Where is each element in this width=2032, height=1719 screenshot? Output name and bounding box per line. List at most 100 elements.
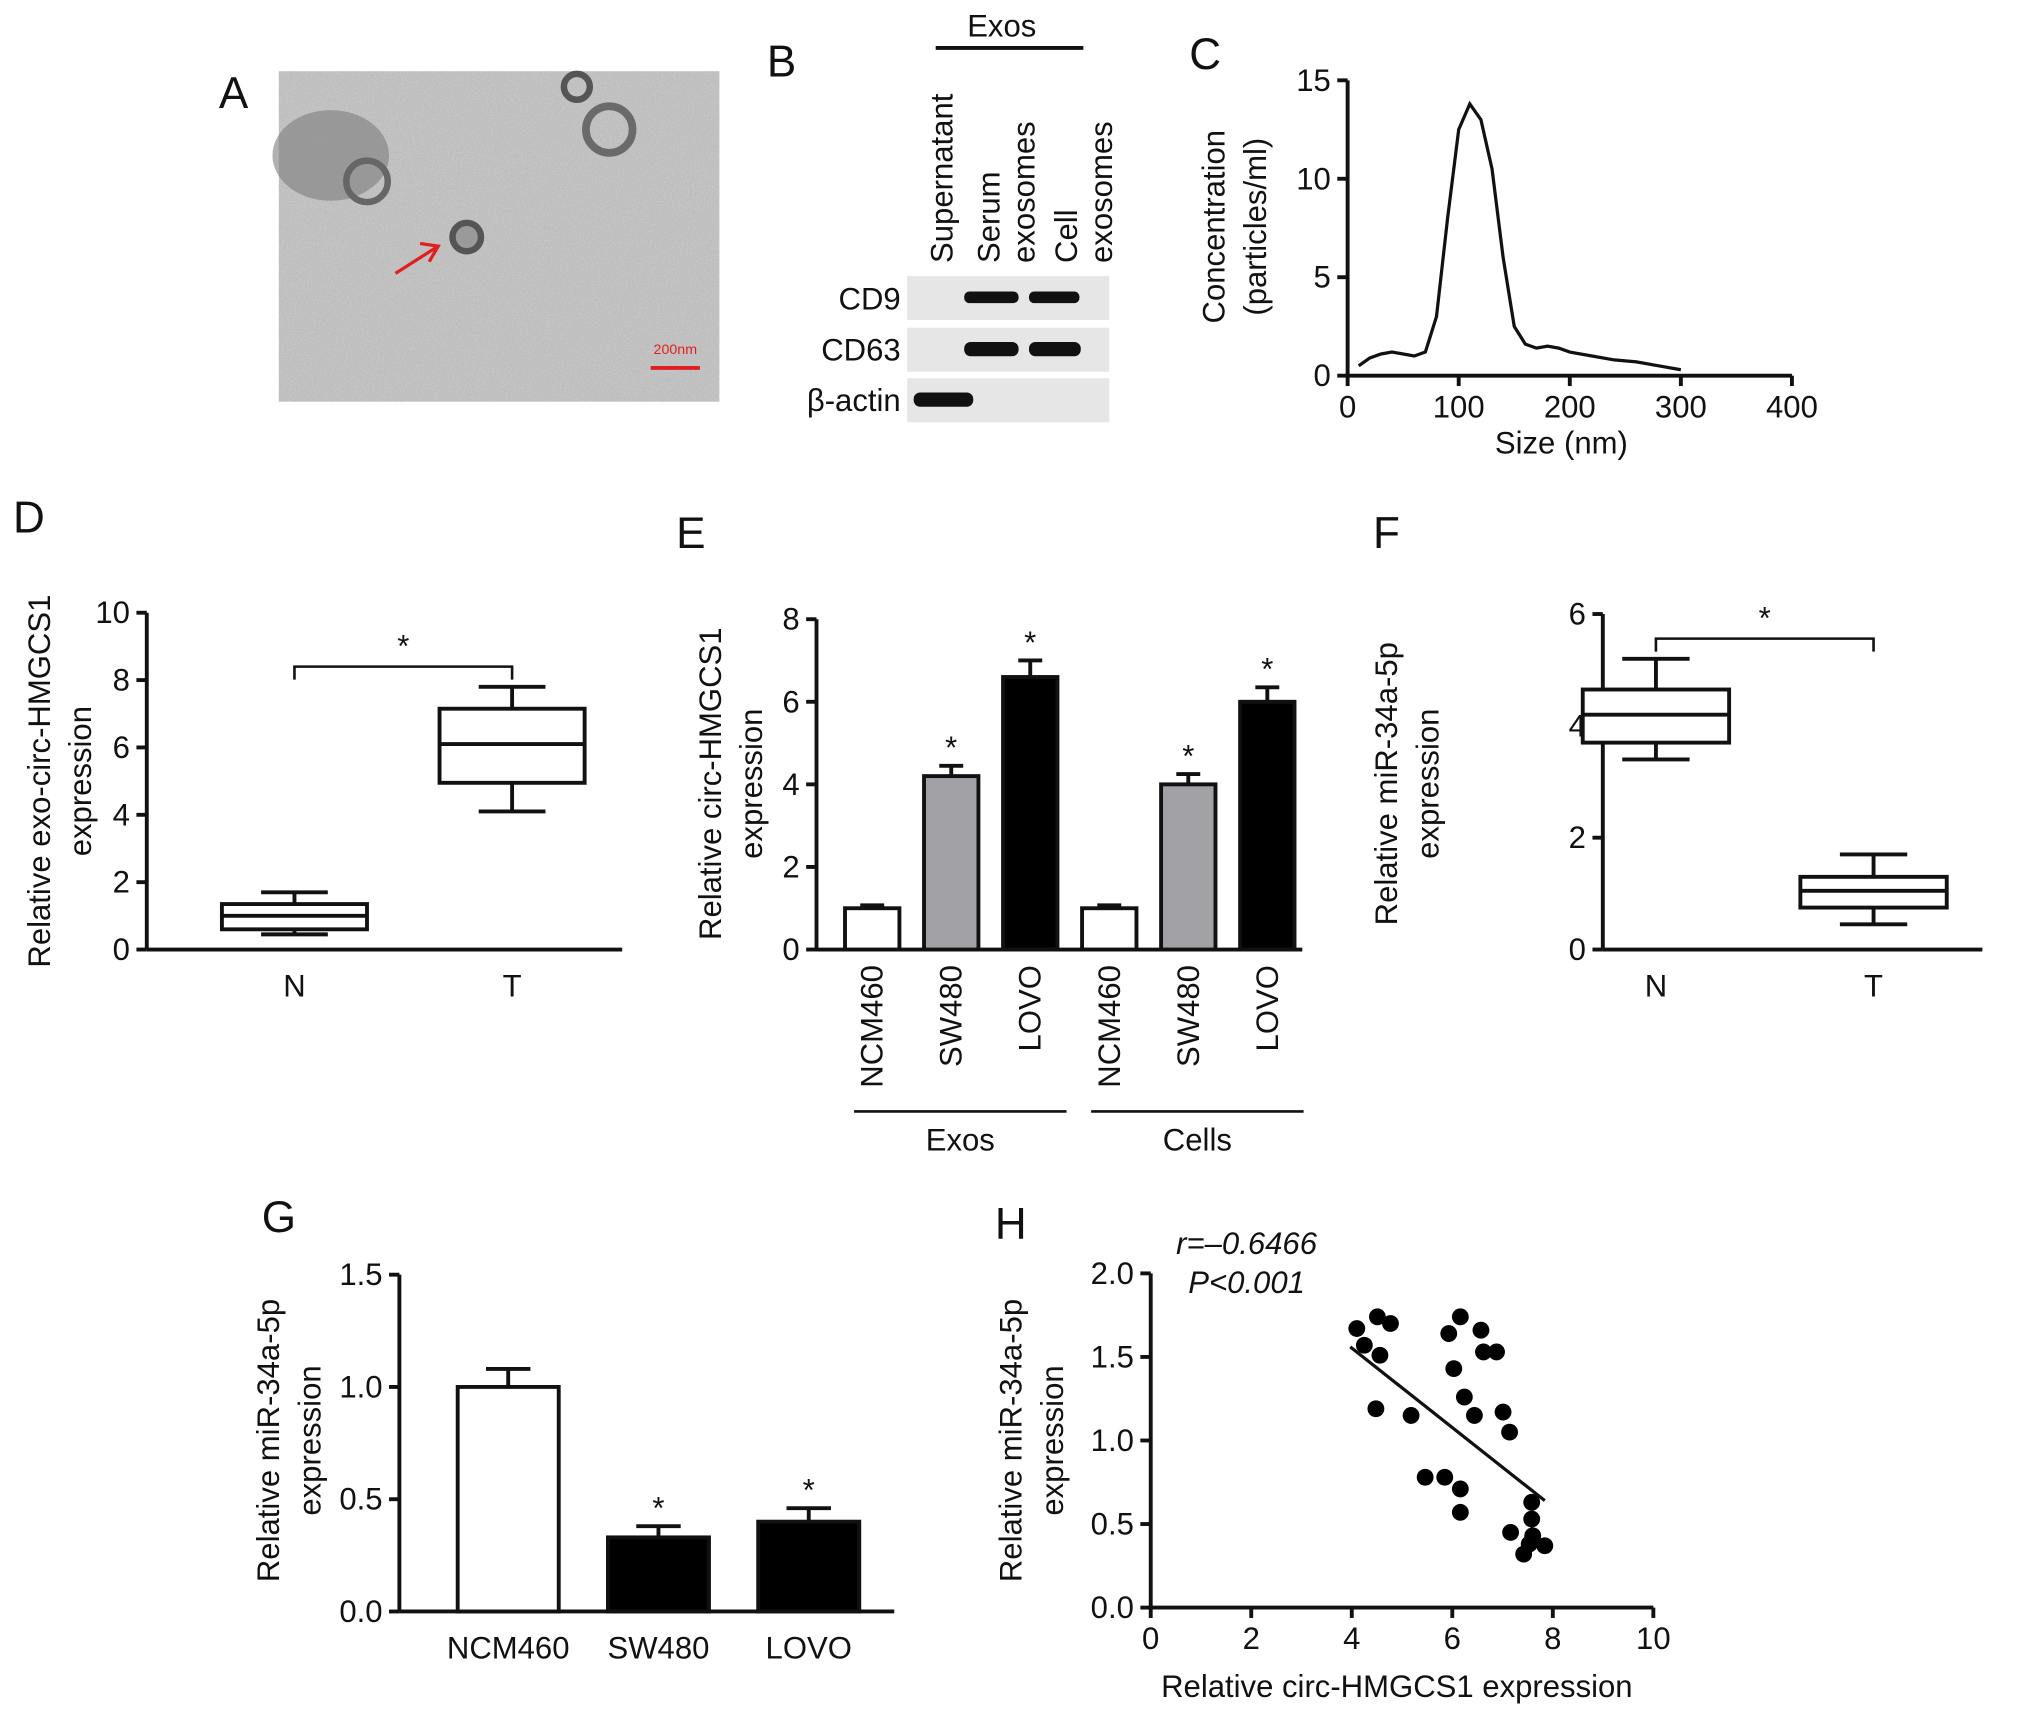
y-tick-label: 4 xyxy=(782,767,799,802)
exosome xyxy=(449,219,485,255)
lane-label: Cell xyxy=(1049,209,1084,263)
y-axis-title: Relative exo-circ-HMGCS1 xyxy=(22,595,57,968)
significance-label: * xyxy=(652,1491,664,1526)
y-axis-title: Relative miR-34a-5p xyxy=(1369,642,1404,925)
panel-label: F xyxy=(1373,509,1400,558)
point xyxy=(1416,1468,1434,1486)
blot-header: Exos xyxy=(967,8,1036,43)
x-tick-label: 100 xyxy=(1433,389,1485,424)
y-tick-label: 0 xyxy=(1313,358,1330,393)
y-tick-label: 5 xyxy=(1313,260,1330,295)
x-tick-label: 0 xyxy=(1339,389,1356,424)
x-tick-label: N xyxy=(1645,968,1667,1003)
y-axis-title: expression xyxy=(1035,1365,1070,1515)
x-tick-label: NCM460 xyxy=(447,1630,570,1665)
x-tick-label: 10 xyxy=(1636,1621,1671,1656)
lane-label: exosomes xyxy=(1084,121,1119,263)
panel-label: D xyxy=(13,494,45,543)
vesicle xyxy=(343,157,391,206)
significance-bracket xyxy=(293,665,514,680)
y-tick-label: 2.0 xyxy=(1091,1256,1134,1291)
point xyxy=(1465,1407,1483,1424)
bar xyxy=(606,1535,711,1614)
x-tick-label: 8 xyxy=(1544,1621,1561,1656)
y-tick-label: 10 xyxy=(95,595,130,630)
bar xyxy=(455,1385,561,1614)
y-tick-label: 0.5 xyxy=(339,1482,382,1517)
band xyxy=(1028,291,1080,304)
x-tick-label: SW480 xyxy=(1171,965,1206,1067)
x-tick-label: NCM460 xyxy=(1092,965,1127,1088)
bar xyxy=(1159,782,1218,952)
significance-label: * xyxy=(803,1473,815,1508)
point xyxy=(1451,1503,1469,1521)
y-tick-label: 6 xyxy=(1569,597,1586,632)
significance-bracket xyxy=(1654,637,1875,652)
lane-label: exosomes xyxy=(1006,121,1041,263)
arrow-shaft xyxy=(394,244,440,275)
lane-label: Serum xyxy=(971,171,1006,263)
band xyxy=(964,291,1019,304)
y-tick-label: 0.5 xyxy=(1091,1507,1134,1542)
point xyxy=(1368,1308,1386,1326)
significance-label: * xyxy=(1024,625,1036,660)
point xyxy=(1348,1320,1366,1337)
x-tick-label: LOVO xyxy=(1250,965,1285,1051)
panel-label: C xyxy=(1189,30,1221,79)
y-tick-label: 0.0 xyxy=(339,1594,382,1629)
x-tick-label: 6 xyxy=(1444,1621,1461,1656)
point xyxy=(1382,1315,1399,1332)
point xyxy=(1451,1308,1469,1326)
y-axis-title: expression xyxy=(1410,709,1445,859)
y-axis-title: expression xyxy=(293,1365,328,1515)
y-axis-title: expression xyxy=(63,706,98,856)
point xyxy=(1367,1400,1385,1418)
point xyxy=(1523,1510,1541,1528)
x-tick-label: LOVO xyxy=(1013,965,1048,1051)
point xyxy=(1402,1407,1420,1424)
debris xyxy=(272,110,390,201)
y-tick-label: 1.5 xyxy=(339,1257,382,1292)
x-tick-label: 200 xyxy=(1544,389,1596,424)
bar xyxy=(1238,699,1297,952)
y-axis-title: Relative miR-34a-5p xyxy=(993,1299,1028,1582)
annotation: r=–0.6466 xyxy=(1176,1226,1318,1261)
bar xyxy=(1080,906,1139,952)
y-axis-title: Relative miR-34a-5p xyxy=(251,1299,286,1582)
line xyxy=(1357,100,1682,372)
point xyxy=(1371,1346,1389,1364)
significance-label: * xyxy=(945,730,957,765)
bar xyxy=(756,1519,862,1614)
point xyxy=(1502,1523,1520,1541)
point xyxy=(1355,1336,1373,1354)
bar xyxy=(843,906,902,952)
significance-label: * xyxy=(397,628,409,663)
y-axis-title: (particles/ml) xyxy=(1238,138,1273,316)
y-tick-label: 1.0 xyxy=(1091,1423,1134,1458)
y-axis-title: Concentration xyxy=(1197,130,1232,324)
x-axis-title: Relative circ-HMGCS1 expression xyxy=(1161,1669,1632,1704)
bar xyxy=(1001,675,1060,952)
point xyxy=(1472,1321,1490,1339)
trend-line xyxy=(1349,1345,1546,1502)
arrow xyxy=(394,241,441,275)
y-tick-label: 0.0 xyxy=(1091,1590,1134,1625)
row-label: β-actin xyxy=(807,383,901,418)
point xyxy=(1440,1325,1458,1342)
y-tick-label: 8 xyxy=(782,602,799,637)
point xyxy=(1488,1343,1505,1361)
x-tick-label: 2 xyxy=(1243,1621,1260,1656)
x-tick-label: 0 xyxy=(1142,1621,1159,1656)
y-tick-label: 6 xyxy=(113,730,130,765)
x-tick-label: 4 xyxy=(1343,1621,1360,1656)
point xyxy=(1536,1537,1554,1555)
panel-label: A xyxy=(219,69,249,118)
annotation: P<0.001 xyxy=(1188,1265,1305,1300)
x-tick-label: T xyxy=(503,968,522,1003)
point xyxy=(1523,1493,1541,1511)
point xyxy=(1494,1403,1512,1421)
lane-label: Supernatant xyxy=(925,93,960,263)
y-tick-label: 1.5 xyxy=(1091,1339,1134,1374)
